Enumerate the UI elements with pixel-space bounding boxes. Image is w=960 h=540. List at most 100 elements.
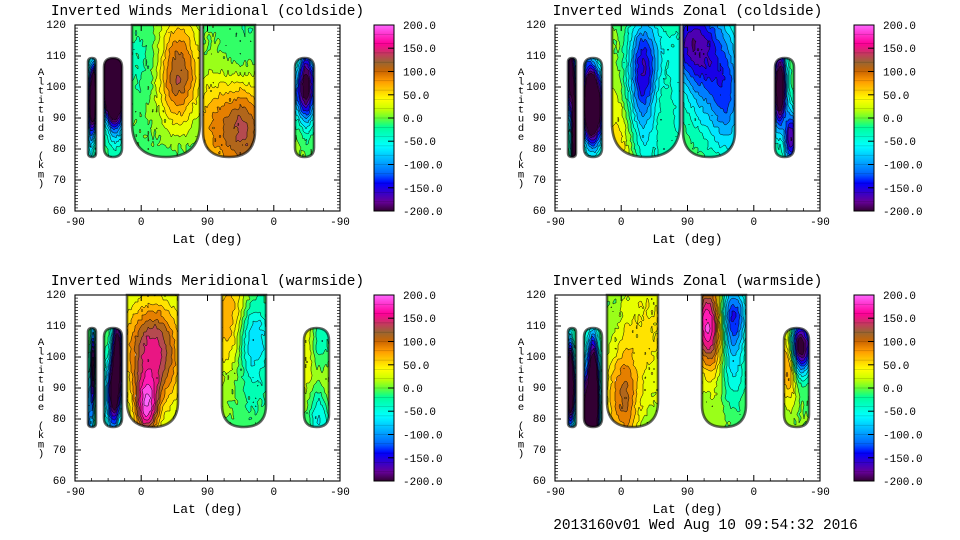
- svg-text:150.0: 150.0: [403, 314, 436, 326]
- svg-text:90: 90: [201, 217, 214, 229]
- svg-text:120: 120: [526, 20, 546, 32]
- svg-text:100.0: 100.0: [403, 338, 436, 350]
- svg-text:-200.0: -200.0: [403, 477, 443, 489]
- svg-text:-200.0: -200.0: [883, 207, 923, 219]
- svg-text:120: 120: [46, 20, 66, 32]
- svg-text:100: 100: [46, 352, 66, 364]
- svg-text:Inverted Winds Zonal (coldside: Inverted Winds Zonal (coldside): [553, 4, 823, 20]
- svg-text:-90: -90: [810, 217, 830, 229]
- svg-text:200.0: 200.0: [883, 291, 916, 303]
- svg-text:e: e: [518, 132, 524, 144]
- svg-text:70: 70: [53, 175, 66, 187]
- svg-text:0: 0: [270, 487, 277, 499]
- svg-text:0: 0: [618, 217, 625, 229]
- svg-text:-90: -90: [65, 217, 85, 229]
- svg-text:-100.0: -100.0: [883, 161, 923, 173]
- svg-text:90: 90: [533, 383, 546, 395]
- svg-text:-90: -90: [330, 487, 350, 499]
- svg-text:120: 120: [526, 290, 546, 302]
- svg-text:70: 70: [53, 445, 66, 457]
- svg-text:Lat (deg): Lat (deg): [652, 502, 722, 517]
- svg-text:0: 0: [750, 217, 757, 229]
- svg-text:60: 60: [533, 206, 546, 218]
- svg-text:Inverted Winds Meridional (war: Inverted Winds Meridional (warmside): [51, 274, 364, 290]
- svg-text:150.0: 150.0: [883, 314, 916, 326]
- svg-text:-200.0: -200.0: [403, 207, 443, 219]
- svg-text:90: 90: [533, 113, 546, 125]
- svg-text:Lat (deg): Lat (deg): [172, 502, 242, 517]
- svg-text:60: 60: [53, 476, 66, 488]
- svg-text:0: 0: [270, 217, 277, 229]
- svg-text:200.0: 200.0: [403, 291, 436, 303]
- svg-text:100.0: 100.0: [883, 68, 916, 80]
- svg-text:-50.0: -50.0: [883, 137, 916, 149]
- svg-text:110: 110: [526, 321, 546, 333]
- svg-text:110: 110: [46, 51, 66, 63]
- svg-text:e: e: [518, 402, 524, 414]
- svg-text:Lat (deg): Lat (deg): [172, 232, 242, 247]
- svg-text:-90: -90: [330, 217, 350, 229]
- svg-text:-90: -90: [810, 487, 830, 499]
- svg-text:200.0: 200.0: [403, 21, 436, 33]
- svg-text:0: 0: [750, 487, 757, 499]
- svg-text:90: 90: [53, 383, 66, 395]
- svg-text:90: 90: [53, 113, 66, 125]
- svg-text:50.0: 50.0: [403, 91, 429, 103]
- svg-text:0: 0: [618, 487, 625, 499]
- svg-text:110: 110: [46, 321, 66, 333]
- svg-text:50.0: 50.0: [403, 361, 429, 373]
- svg-text:150.0: 150.0: [883, 44, 916, 56]
- svg-text:e: e: [38, 402, 44, 414]
- svg-text:e: e: [38, 132, 44, 144]
- svg-text:0.0: 0.0: [403, 384, 423, 396]
- svg-text:Inverted Winds Zonal (warmside: Inverted Winds Zonal (warmside): [553, 274, 823, 290]
- svg-text:): ): [38, 179, 44, 191]
- svg-text:100: 100: [526, 82, 546, 94]
- svg-text:90: 90: [201, 487, 214, 499]
- svg-text:-90: -90: [545, 217, 565, 229]
- svg-text:60: 60: [533, 476, 546, 488]
- svg-text:0: 0: [138, 217, 145, 229]
- svg-text:Inverted Winds Meridional (col: Inverted Winds Meridional (coldside): [51, 4, 364, 20]
- svg-text:100.0: 100.0: [403, 68, 436, 80]
- svg-text:-100.0: -100.0: [403, 161, 443, 173]
- svg-text:100: 100: [526, 352, 546, 364]
- svg-text:-100.0: -100.0: [403, 431, 443, 443]
- svg-text:-100.0: -100.0: [883, 431, 923, 443]
- svg-text:0.0: 0.0: [883, 384, 903, 396]
- svg-text:-50.0: -50.0: [883, 407, 916, 419]
- svg-text:120: 120: [46, 290, 66, 302]
- svg-text:200.0: 200.0: [883, 21, 916, 33]
- svg-text:): ): [38, 449, 44, 461]
- svg-text:0.0: 0.0: [403, 114, 423, 126]
- svg-text:80: 80: [533, 144, 546, 156]
- svg-text:80: 80: [533, 414, 546, 426]
- svg-text:Lat (deg): Lat (deg): [652, 232, 722, 247]
- svg-text:-200.0: -200.0: [883, 477, 923, 489]
- svg-text:150.0: 150.0: [403, 44, 436, 56]
- svg-text:90: 90: [681, 217, 694, 229]
- svg-text:100: 100: [46, 82, 66, 94]
- svg-text:50.0: 50.0: [883, 361, 909, 373]
- svg-text:-150.0: -150.0: [883, 184, 923, 196]
- svg-text:): ): [518, 449, 524, 461]
- svg-text:0: 0: [138, 487, 145, 499]
- svg-text:70: 70: [533, 175, 546, 187]
- svg-text:80: 80: [53, 414, 66, 426]
- svg-text:80: 80: [53, 144, 66, 156]
- svg-text:-90: -90: [545, 487, 565, 499]
- svg-text:100.0: 100.0: [883, 338, 916, 350]
- svg-text:90: 90: [681, 487, 694, 499]
- svg-text:-50.0: -50.0: [403, 407, 436, 419]
- svg-text:60: 60: [53, 206, 66, 218]
- svg-text:-50.0: -50.0: [403, 137, 436, 149]
- svg-text:-150.0: -150.0: [403, 454, 443, 466]
- svg-text:70: 70: [533, 445, 546, 457]
- svg-text:): ): [518, 179, 524, 191]
- svg-text:110: 110: [526, 51, 546, 63]
- svg-text:0.0: 0.0: [883, 114, 903, 126]
- svg-text:-90: -90: [65, 487, 85, 499]
- svg-text:-150.0: -150.0: [883, 454, 923, 466]
- svg-text:50.0: 50.0: [883, 91, 909, 103]
- svg-text:2013160v01 Wed Aug 10 09:54:32: 2013160v01 Wed Aug 10 09:54:32 2016: [553, 518, 858, 534]
